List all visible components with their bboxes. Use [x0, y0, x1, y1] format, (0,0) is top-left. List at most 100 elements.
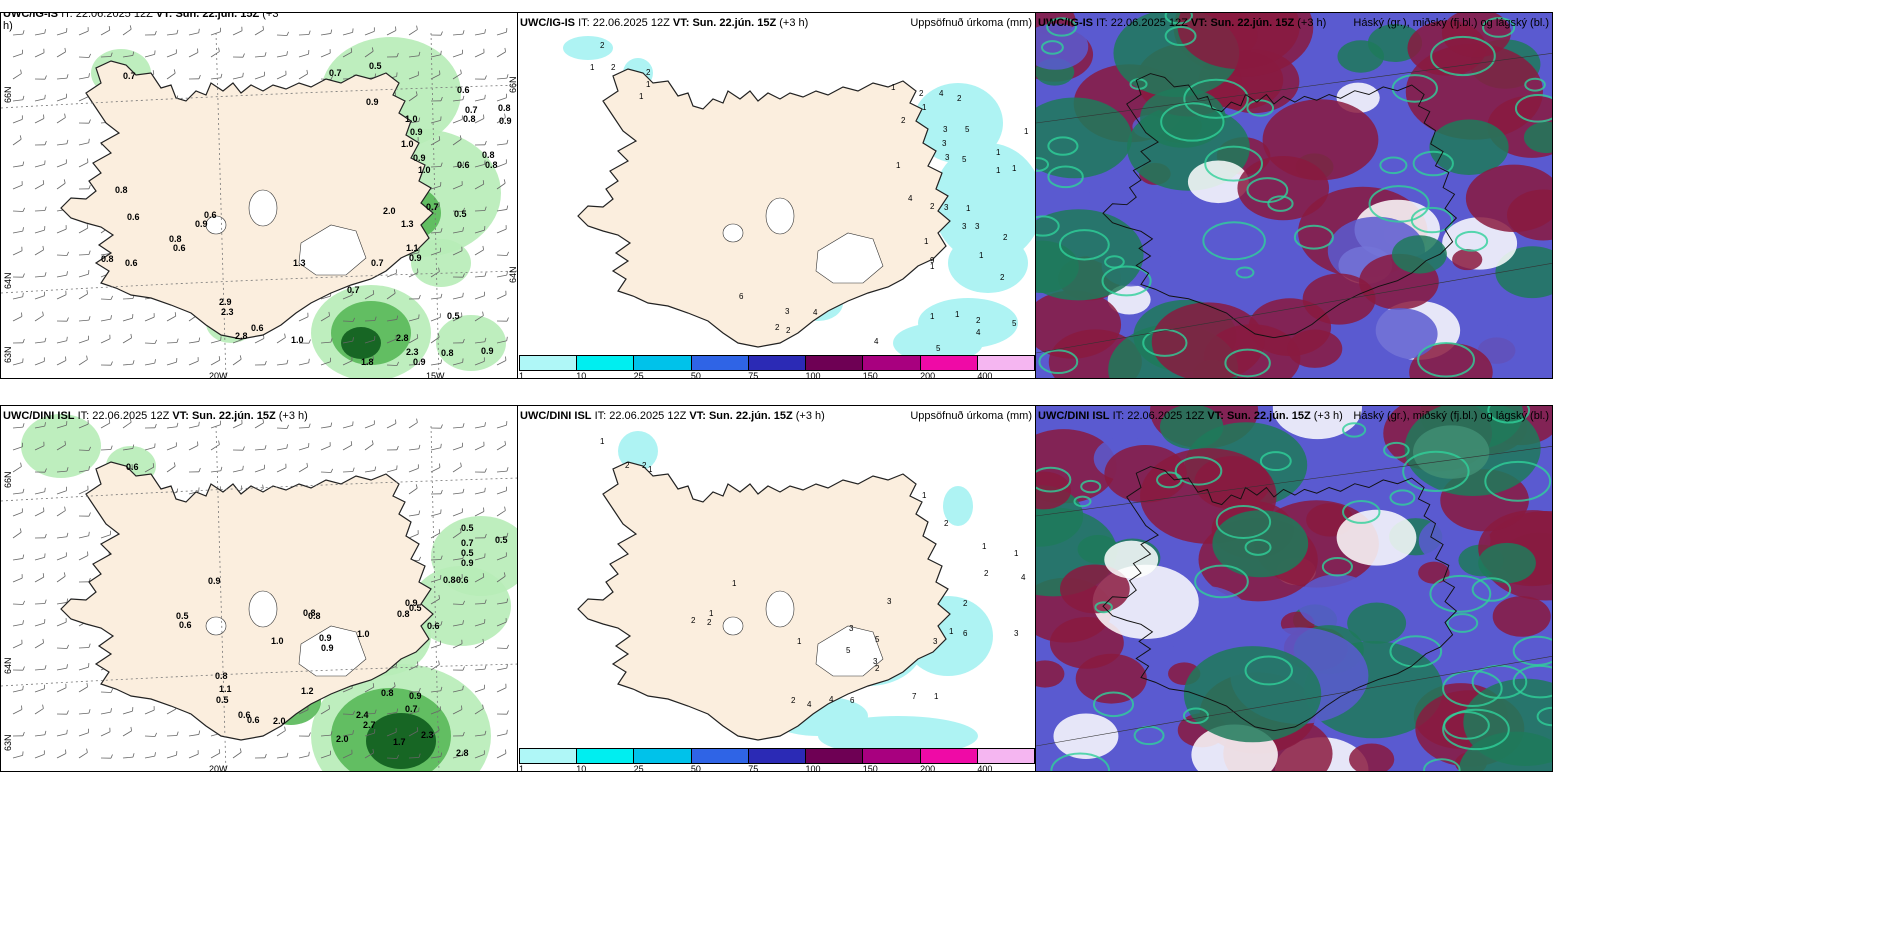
wind-barb-flag [132, 51, 135, 56]
wind-barb-flag [88, 184, 91, 189]
wind-barb [474, 32, 485, 36]
wind-barb-flag [88, 250, 91, 255]
precip-value-label: 0.8 [303, 608, 316, 618]
wind-barb-flag [129, 418, 132, 423]
cloud-contour [1050, 752, 1111, 771]
wind-barb-flag [352, 730, 354, 735]
colorbar-swatch [577, 749, 635, 763]
wind-barb [166, 72, 176, 80]
cloud-contour [1246, 177, 1289, 204]
wind-barb [12, 73, 22, 80]
precip-value-label: 0.6 [204, 210, 217, 220]
wind-barb-flag [438, 136, 441, 141]
wind-barb [56, 647, 68, 649]
wind-barb [210, 470, 221, 473]
precip-value-label: 0.6 [457, 85, 470, 95]
precip-value-label: 0.9 [321, 643, 334, 653]
wind-barb-flag [66, 467, 69, 472]
wind-barb-flag [462, 273, 465, 278]
wind-barb-flag [154, 732, 157, 737]
wind-barb-flag [462, 620, 464, 625]
wind-barb-flag [88, 53, 91, 58]
cloud-contour [1429, 574, 1492, 613]
wind-barb-flag [242, 465, 244, 470]
wind-barb [12, 709, 23, 715]
wind-barb [78, 96, 89, 102]
cloud-contour [1442, 708, 1510, 751]
wind-barb [430, 231, 441, 234]
precip-area [913, 83, 1003, 163]
wind-barb [474, 275, 485, 278]
wind-barb [342, 320, 354, 322]
wind-barb [408, 55, 419, 58]
precip-value-label: 0.7 [329, 68, 342, 78]
wind-barb [430, 317, 441, 322]
precip-area [818, 716, 978, 756]
precip-value-label: 1.7 [393, 737, 406, 747]
wind-barb [320, 754, 331, 759]
wind-barb [408, 514, 419, 517]
wind-barb-flag [484, 337, 487, 342]
precip-value-label: 5 [875, 635, 880, 644]
precip-value-label: 7 [912, 692, 917, 701]
wind-barb-flag [86, 748, 88, 753]
wind-barb-flag [438, 529, 441, 534]
wind-barb-flag [440, 686, 443, 691]
precip-value-label: 2 [901, 116, 906, 125]
colorbar [519, 748, 1035, 764]
wind-barb-flag [506, 139, 509, 144]
wind-barb-flag [22, 554, 25, 559]
wind-barb-flag [110, 52, 113, 57]
precip-value-label: 0.6 [247, 715, 260, 725]
wind-barb-flag [396, 52, 399, 57]
wind-barb [364, 31, 375, 36]
precip-value-label: 2.8 [456, 748, 469, 758]
wind-barb-flag [154, 359, 156, 364]
cloud-contour [1235, 266, 1255, 279]
precip-value-label: 0.5 [461, 548, 474, 558]
wind-barb [56, 163, 67, 168]
wind-barb-flag [20, 69, 22, 74]
wind-barb [56, 602, 67, 605]
wind-barb [78, 449, 90, 451]
wind-barb-flag [42, 638, 44, 643]
precip-value-label: 0.9 [405, 598, 418, 608]
wind-barb [78, 489, 89, 495]
colorbar-tick-label: 100 [805, 371, 821, 379]
wind-barb [474, 295, 485, 300]
iceland-landmass [577, 68, 951, 348]
wind-barb-flag [482, 311, 484, 316]
lon-label-15w: 15W [426, 371, 445, 379]
wind-barb-flag [484, 468, 487, 473]
wind-barb [34, 32, 45, 36]
wind-barb [408, 75, 419, 80]
wind-barb-flag [503, 179, 506, 184]
wind-barb [430, 624, 441, 627]
wind-barb-flag [418, 510, 421, 515]
colorbar-tick-label: 10 [576, 371, 587, 379]
wind-barb [496, 753, 507, 759]
wind-barb-flag [64, 47, 66, 52]
wind-barb [298, 466, 308, 473]
wind-barb [56, 510, 66, 517]
wind-barb-flag [440, 228, 443, 233]
wind-barb-flag [372, 355, 374, 360]
wind-barb-flag [198, 74, 201, 79]
wind-barb [144, 362, 155, 366]
cloud-contour [1293, 224, 1334, 250]
wind-barb-flag [440, 293, 443, 298]
wind-barb [56, 667, 67, 671]
wind-barb [364, 732, 375, 737]
wind-barb-flag [88, 316, 91, 321]
wind-barb-flag [482, 638, 484, 643]
cloud-area [1523, 121, 1552, 154]
precip-value-label: 0.6 [173, 243, 186, 253]
precip-value-label: 2 [611, 63, 616, 72]
cloud-area [1187, 160, 1249, 204]
precip-value-label: 5 [965, 125, 970, 134]
lat-label-63n: 63N [3, 346, 13, 363]
cloud-contour [1202, 221, 1266, 261]
wind-barb [408, 252, 419, 256]
cloud-area [1036, 290, 1122, 359]
